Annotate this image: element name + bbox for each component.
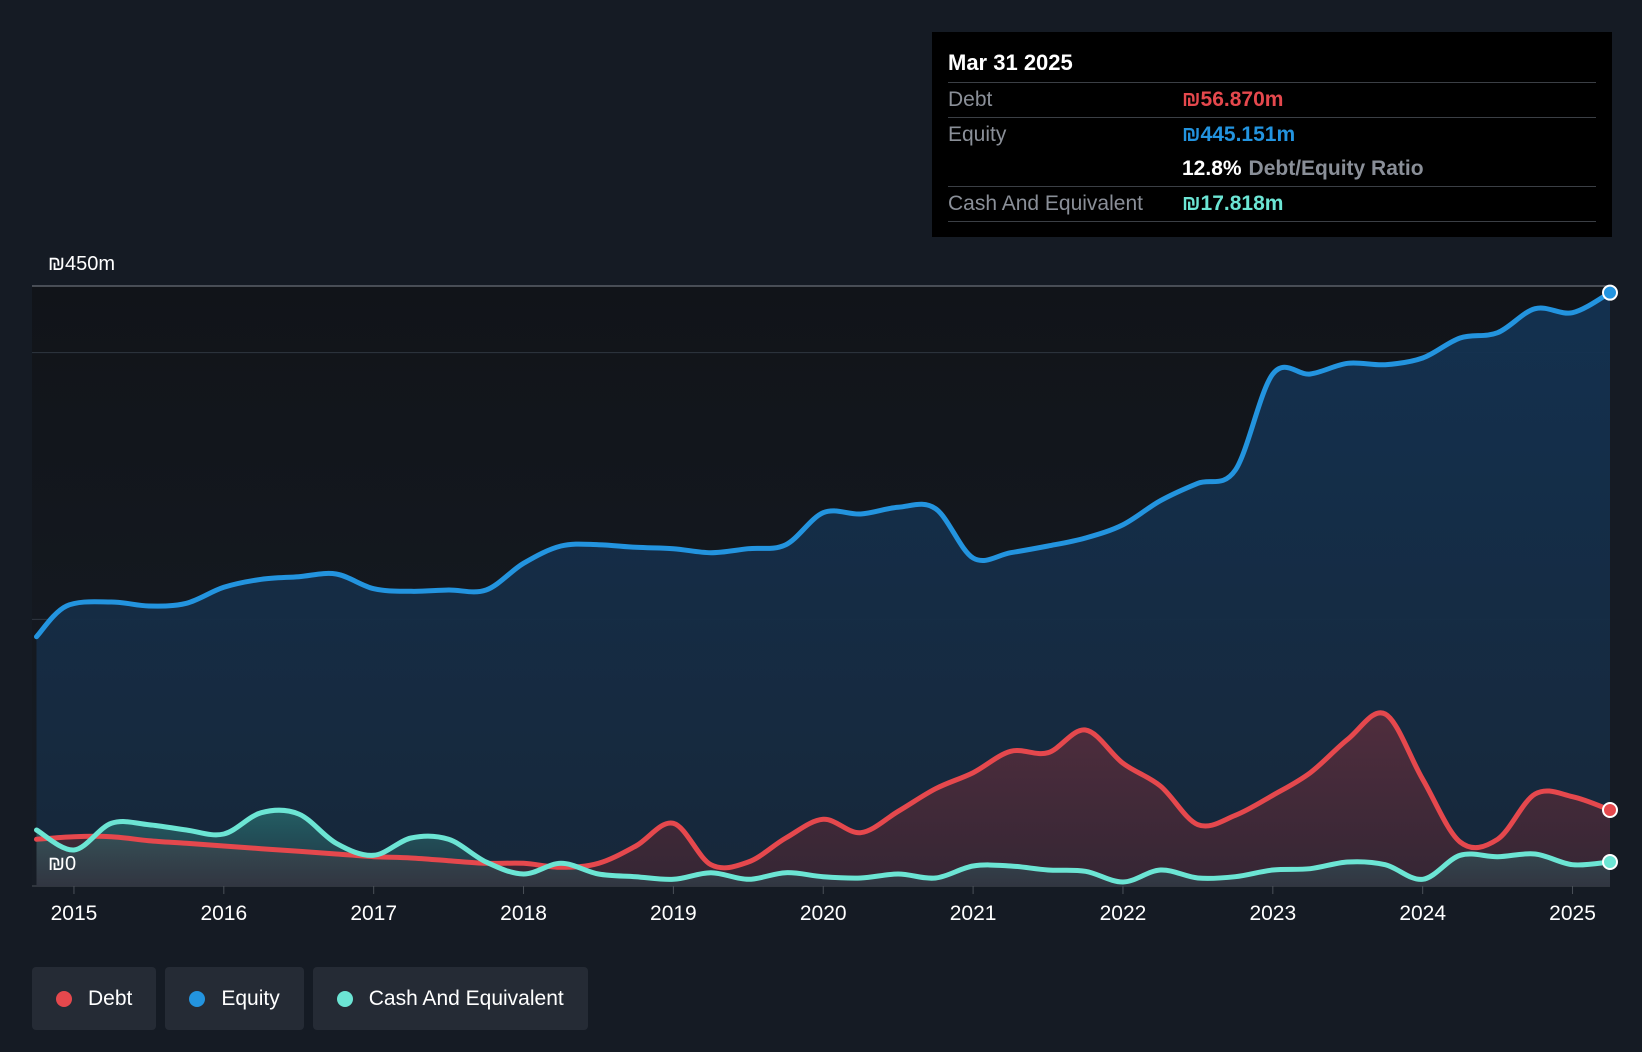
x-tick-label-2017: 2017 [350, 902, 397, 925]
equity-line [34, 290, 1613, 640]
tooltip-panel: Mar 31 2025 Debt ₪56.870m Equity ₪445.15… [932, 32, 1612, 237]
cash-legend-dot-icon [336, 990, 353, 1007]
cash-end-marker [1602, 854, 1618, 870]
tooltip-debt-row: Debt ₪56.870m [948, 83, 1596, 118]
tooltip-ratio-label: Debt/Equity Ratio [1248, 157, 1424, 180]
tooltip-debt-label: Debt [948, 88, 993, 111]
equity-legend-dot-icon [189, 990, 206, 1007]
x-tick-label-2019: 2019 [650, 902, 697, 925]
cash-area [36, 810, 1610, 886]
legend-label-cash: Cash And Equivalent [368, 986, 564, 1010]
debt-area [36, 712, 1610, 886]
tooltip-ratio-value: 12.8% [1182, 157, 1242, 180]
y-axis-zero-label: ₪0 [48, 853, 76, 875]
debt-line [34, 710, 1613, 871]
x-tick-label-2015: 2015 [51, 902, 98, 925]
y-axis-max-label: ₪450m [48, 253, 115, 275]
x-tick-label-2024: 2024 [1399, 902, 1446, 925]
debt-legend-dot-icon [56, 990, 72, 1007]
legend-label-debt: Debt [88, 986, 133, 1010]
chart-legend: Debt Equity Cash And Equivalent [32, 967, 588, 1030]
cash-line [34, 807, 1613, 885]
x-tick-label-2025: 2025 [1549, 902, 1596, 925]
tooltip-date: Mar 31 2025 [948, 32, 1596, 83]
x-tick-label-2018: 2018 [500, 902, 547, 925]
tooltip-cash-label: Cash And Equivalent [948, 192, 1143, 215]
tooltip-ratio-row: 12.8% Debt/Equity Ratio [948, 152, 1596, 187]
legend-item-debt[interactable]: Debt [32, 967, 157, 1030]
debt-end-marker [1602, 802, 1618, 818]
legend-item-equity[interactable]: Equity [165, 967, 304, 1030]
x-tick-label-2016: 2016 [200, 902, 247, 925]
x-tick-label-2023: 2023 [1249, 902, 1296, 925]
tooltip-equity-row: Equity ₪445.151m [948, 118, 1596, 152]
tooltip-equity-value: ₪445.151m [1182, 123, 1296, 146]
equity-end-marker [1602, 284, 1618, 301]
tooltip-debt-value: ₪56.870m [1182, 88, 1284, 111]
equity-area [36, 292, 1610, 886]
x-tick-label-2020: 2020 [800, 902, 847, 925]
legend-label-equity: Equity [221, 986, 280, 1010]
tooltip-cash-row: Cash And Equivalent ₪17.818m [948, 187, 1596, 222]
tooltip-equity-label: Equity [948, 123, 1007, 146]
x-tick-label-2021: 2021 [950, 902, 997, 925]
x-tick-label-2022: 2022 [1100, 902, 1147, 925]
tooltip-cash-value: ₪17.818m [1182, 192, 1284, 215]
legend-item-cash[interactable]: Cash And Equivalent [312, 967, 588, 1030]
